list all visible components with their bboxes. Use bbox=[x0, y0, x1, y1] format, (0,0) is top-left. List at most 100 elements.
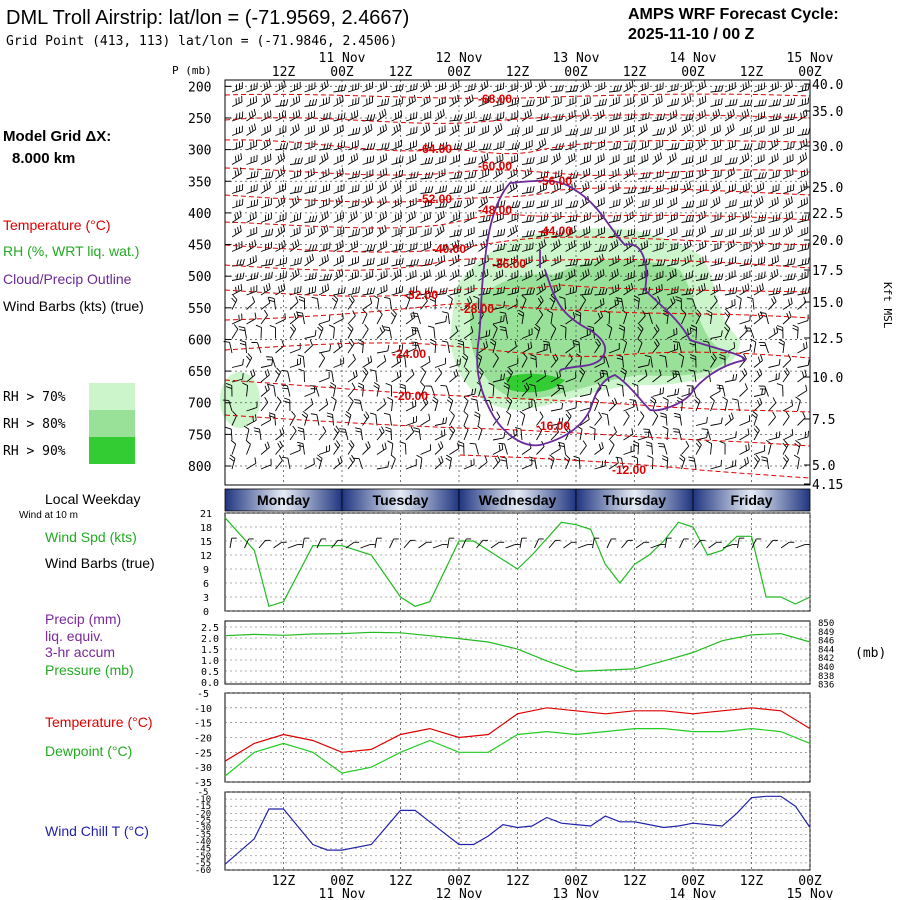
barb-flag bbox=[271, 271, 273, 278]
barb-flag bbox=[253, 199, 256, 206]
wind-barb bbox=[681, 214, 695, 223]
barb-staff bbox=[695, 400, 701, 412]
barb-flag bbox=[778, 338, 785, 343]
barb-flag bbox=[320, 353, 326, 359]
barb-flag bbox=[383, 355, 387, 362]
barb-flag bbox=[727, 242, 730, 250]
wind-barb bbox=[333, 154, 345, 165]
wind-barb bbox=[782, 242, 795, 252]
wind-barb bbox=[231, 140, 244, 151]
barb-staff bbox=[550, 119, 562, 122]
wind-barb bbox=[478, 125, 490, 136]
barb-flag bbox=[291, 411, 296, 417]
barb-flag bbox=[587, 259, 590, 266]
barb-flag bbox=[656, 114, 659, 121]
barb-flag bbox=[791, 80, 793, 87]
barb-flag bbox=[488, 113, 492, 120]
barb-flag bbox=[498, 444, 501, 451]
barb-flag bbox=[369, 258, 372, 265]
barb-flag bbox=[440, 455, 444, 462]
wind-tick-label: 15 bbox=[200, 537, 212, 548]
wind-barb bbox=[333, 286, 346, 296]
barb-staff bbox=[289, 430, 297, 441]
barb-staff bbox=[260, 364, 272, 368]
barb-flag bbox=[642, 230, 645, 237]
wind-barb bbox=[420, 110, 432, 122]
barb-flag bbox=[716, 384, 723, 387]
barb-flag bbox=[429, 298, 436, 303]
wind-barb bbox=[318, 183, 331, 194]
barb-staff bbox=[449, 245, 460, 252]
barb-flag bbox=[517, 312, 524, 317]
accum-label: 3-hr accum bbox=[45, 644, 115, 660]
barb-flag bbox=[321, 155, 324, 162]
barb-flag bbox=[413, 259, 416, 266]
barb-flag bbox=[603, 356, 605, 363]
barb-flag bbox=[732, 374, 735, 381]
barb-flag bbox=[529, 459, 536, 462]
wind-barb bbox=[404, 294, 411, 310]
wind-barb bbox=[637, 185, 651, 194]
barb-flag bbox=[548, 457, 554, 462]
barb-flag bbox=[614, 125, 617, 132]
wind-barb bbox=[445, 454, 452, 470]
barb-flag bbox=[247, 352, 253, 359]
barb-flag bbox=[345, 413, 351, 419]
barb-staff bbox=[710, 234, 722, 238]
barb-staff bbox=[275, 172, 285, 180]
wind-barb bbox=[782, 354, 792, 368]
barb-staff bbox=[287, 458, 291, 470]
barb-flag bbox=[604, 310, 610, 314]
barb-staff bbox=[260, 85, 271, 93]
barb-flag bbox=[314, 98, 318, 105]
barb-flag bbox=[264, 156, 266, 163]
barb-staff bbox=[362, 129, 373, 136]
barb-flag bbox=[615, 297, 622, 300]
barb-flag bbox=[613, 142, 616, 150]
barb-staff bbox=[623, 130, 634, 136]
weekday-label: Thursday bbox=[603, 492, 666, 508]
barb-flag bbox=[472, 196, 474, 203]
barb-staff bbox=[434, 160, 446, 165]
barb-staff bbox=[666, 247, 678, 252]
barb-staff bbox=[681, 187, 691, 194]
barb-flag bbox=[778, 213, 781, 220]
barb-flag bbox=[514, 127, 517, 134]
barb-staff bbox=[434, 400, 439, 412]
wind-barb bbox=[620, 367, 627, 383]
wind-barb bbox=[782, 273, 796, 281]
wind-barb bbox=[463, 458, 475, 470]
barb-staff bbox=[623, 86, 634, 93]
contour-label: -12.00 bbox=[612, 463, 646, 477]
barb-flag bbox=[582, 199, 585, 206]
barb-flag bbox=[399, 355, 402, 362]
barb-flag bbox=[518, 201, 521, 208]
barb-staff bbox=[753, 277, 765, 281]
barb-flag bbox=[452, 83, 455, 90]
barb-staff bbox=[797, 263, 809, 267]
barb-staff bbox=[416, 313, 421, 325]
barb-flag bbox=[529, 215, 532, 222]
barb-staff bbox=[782, 103, 794, 107]
wind-barb bbox=[318, 124, 330, 136]
wind-barb bbox=[528, 383, 537, 397]
barb-flag bbox=[445, 457, 452, 462]
barb-flag bbox=[732, 239, 735, 246]
barb-staff bbox=[652, 392, 664, 397]
wind-barb bbox=[347, 396, 354, 412]
top-date-label: 12 Nov bbox=[436, 51, 483, 66]
barb-flag bbox=[685, 114, 688, 121]
barb-flag bbox=[732, 199, 734, 207]
barb-flag bbox=[590, 141, 592, 148]
barb-flag bbox=[382, 197, 385, 204]
barb-flag bbox=[714, 230, 717, 237]
surface-wind-barb bbox=[505, 544, 520, 549]
wind-barb bbox=[652, 411, 659, 426]
wind-barb bbox=[695, 416, 708, 426]
barb-flag bbox=[385, 167, 388, 174]
wind-barb bbox=[376, 355, 387, 368]
barb-flag bbox=[457, 444, 464, 448]
barb-flag bbox=[745, 82, 747, 89]
barb-flag bbox=[625, 286, 628, 293]
barb-flag bbox=[807, 359, 810, 366]
